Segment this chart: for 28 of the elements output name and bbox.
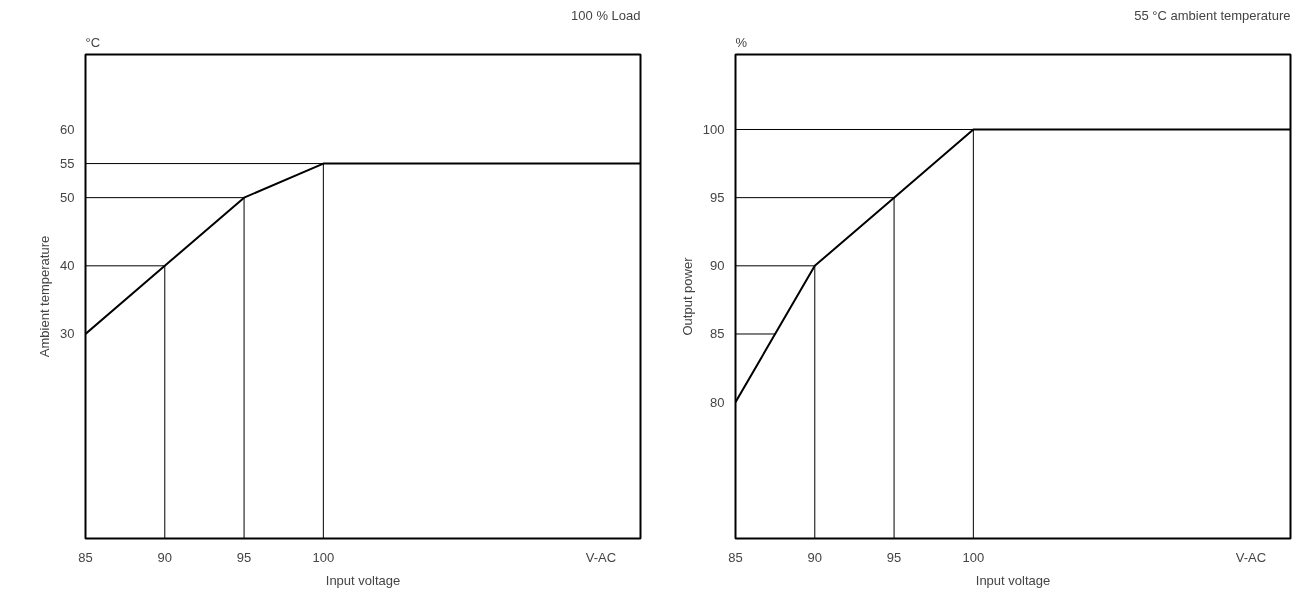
x-axis-title: Input voltage bbox=[325, 572, 401, 588]
x-axis-title: Input voltage bbox=[975, 572, 1051, 588]
y-tick-label: 90 bbox=[710, 258, 725, 274]
text: % bbox=[735, 34, 748, 50]
y-tick-label: 60 bbox=[60, 121, 75, 137]
x-tick-label: 85 bbox=[728, 549, 743, 565]
x-tick-label: 90 bbox=[157, 549, 173, 565]
x-tick-label: 90 bbox=[807, 549, 823, 565]
x-tick-label: 100 bbox=[312, 549, 335, 565]
y-tick-label: 85 bbox=[710, 326, 725, 342]
chart-title: 100 % Load bbox=[571, 7, 641, 23]
y-tick-label: 80 bbox=[710, 394, 725, 410]
x-tick-label: 85 bbox=[78, 549, 93, 565]
y-tick-label: 50 bbox=[60, 190, 75, 206]
y-tick-label: 100 bbox=[702, 121, 725, 137]
x-tick-label: V-AC bbox=[1235, 549, 1267, 565]
y-tick-label: 55 bbox=[60, 156, 75, 172]
text: °C bbox=[85, 34, 101, 50]
y-tick-label: 95 bbox=[710, 190, 725, 206]
x-tick-label: 95 bbox=[886, 549, 902, 565]
x-tick-label: V-AC bbox=[585, 549, 617, 565]
y-axis-title: Ambient temperature bbox=[37, 235, 53, 358]
y-tick-label: 30 bbox=[60, 326, 75, 342]
y-axis-title: Output power bbox=[679, 256, 695, 336]
x-tick-label: 95 bbox=[236, 549, 252, 565]
y-tick-label: 40 bbox=[60, 258, 75, 274]
x-tick-label: 100 bbox=[962, 549, 985, 565]
chart-title: 55 °C ambient temperature bbox=[1134, 7, 1291, 23]
